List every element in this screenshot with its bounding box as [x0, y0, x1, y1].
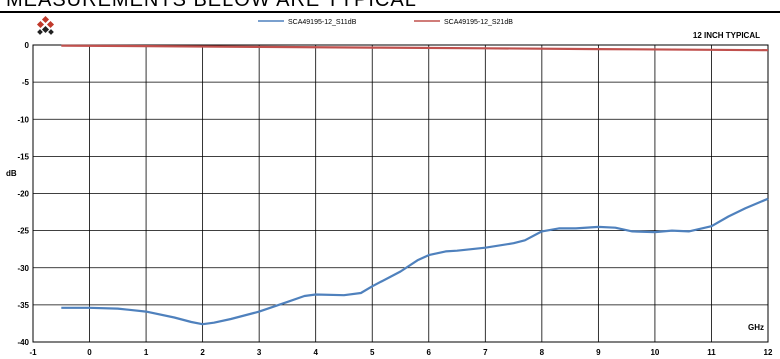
grid [32, 44, 769, 343]
series-lines [61, 44, 769, 326]
legend-label: SCA49195-12_S11dB [288, 19, 357, 26]
x-tick-label: 5 [370, 348, 375, 357]
y-tick-label: 0 [25, 41, 30, 50]
x-tick-label: 4 [313, 348, 318, 357]
y-tick-label: -40 [17, 338, 29, 347]
x-tick-label: 7 [483, 348, 488, 357]
y-tick-label: -30 [17, 264, 29, 273]
tick-labels: -1 0 1 2 3 4 5 6 7 8 9 10 11 120-5-10-15-20-25-30-35-… [17, 41, 773, 357]
y-tick-label: -25 [17, 227, 29, 236]
x-tick-label: 9 [596, 348, 601, 357]
x-tick-label: 11 [707, 348, 716, 357]
page-title: MEASUREMENTS BELOW ARE TYPICAL [6, 0, 417, 11]
x-tick-label: 6 [427, 348, 432, 357]
x-tick-label: 3 [257, 348, 262, 357]
logo-diamonds [36, 15, 55, 35]
y-tick-label: -5 [22, 78, 30, 87]
y-tick-label: -35 [17, 301, 29, 310]
x-axis-label: GHz [748, 323, 764, 332]
x-tick-label: -1 [29, 348, 37, 357]
y-tick-label: -20 [17, 190, 29, 199]
x-tick-label: 8 [540, 348, 545, 357]
x-tick-label: 0 [87, 348, 92, 357]
x-tick-label: 12 [764, 348, 773, 357]
chart-annotation: 12 INCH TYPICAL [693, 31, 760, 40]
x-tick-label: 2 [200, 348, 205, 357]
y-tick-label: -15 [17, 152, 29, 161]
y-axis-label: dB [6, 169, 17, 178]
y-tick-label: -10 [17, 115, 29, 124]
series-line [61, 197, 769, 326]
series-line [61, 44, 769, 52]
x-tick-label: 10 [650, 348, 659, 357]
legend-label: SCA49195-12_S21dB [444, 19, 513, 26]
x-tick-label: 1 [144, 348, 149, 357]
title-rule [0, 11, 780, 13]
legend: SCA49195-12_S11dB SCA49195-12_S21dB [258, 19, 513, 26]
